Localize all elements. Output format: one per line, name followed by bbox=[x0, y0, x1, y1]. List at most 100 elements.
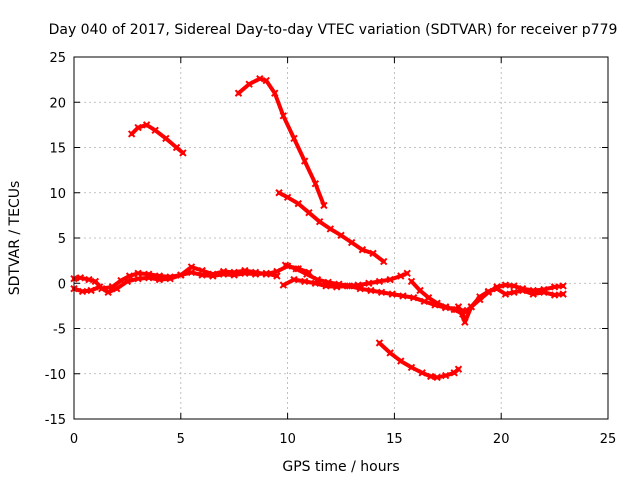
data-point bbox=[369, 249, 377, 258]
data-point bbox=[179, 149, 187, 157]
data-point bbox=[283, 193, 292, 201]
data-point bbox=[433, 299, 441, 307]
x-tick-label: 0 bbox=[70, 432, 78, 447]
data-point bbox=[476, 293, 484, 301]
data-point bbox=[85, 275, 93, 284]
data-point bbox=[324, 278, 332, 287]
data-point bbox=[125, 272, 134, 280]
data-point bbox=[484, 287, 493, 296]
data-point bbox=[510, 288, 518, 297]
data-point bbox=[134, 123, 142, 132]
data-point bbox=[397, 272, 405, 280]
series-arc-9 bbox=[409, 279, 566, 316]
data-point bbox=[251, 270, 260, 278]
data-point bbox=[300, 277, 309, 286]
series-arc-10 bbox=[456, 286, 566, 325]
data-point bbox=[290, 275, 298, 284]
data-point bbox=[305, 208, 313, 217]
data-point bbox=[234, 89, 243, 97]
data-point bbox=[273, 272, 281, 280]
data-point bbox=[501, 290, 510, 298]
data-point bbox=[375, 339, 384, 347]
data-point bbox=[358, 246, 367, 254]
data-point bbox=[303, 270, 311, 278]
data-point bbox=[335, 280, 343, 288]
y-tick-label: -15 bbox=[45, 413, 66, 428]
y-axis-label: SDTVAR / TECUs bbox=[7, 181, 23, 296]
data-point bbox=[559, 290, 567, 298]
data-point bbox=[78, 287, 87, 296]
data-point bbox=[493, 284, 501, 293]
data-point bbox=[367, 286, 375, 295]
data-point bbox=[294, 199, 302, 208]
data-point bbox=[142, 121, 151, 129]
data-point bbox=[145, 274, 153, 282]
data-point bbox=[550, 283, 559, 291]
data-point bbox=[433, 373, 441, 382]
y-tick-label: -10 bbox=[45, 368, 66, 383]
data-point bbox=[87, 286, 95, 295]
y-tick-label: 10 bbox=[49, 187, 66, 202]
data-point bbox=[454, 303, 463, 311]
data-point bbox=[300, 157, 309, 165]
data-point bbox=[467, 303, 476, 311]
data-point bbox=[510, 282, 518, 290]
data-point bbox=[550, 291, 559, 299]
data-point bbox=[559, 282, 567, 290]
data-point bbox=[313, 275, 322, 284]
data-point bbox=[311, 179, 320, 188]
series-arc-4 bbox=[377, 341, 461, 380]
x-tick-label: 5 bbox=[177, 432, 185, 447]
data-point bbox=[95, 283, 104, 291]
data-point bbox=[386, 349, 394, 357]
y-tick-label: 15 bbox=[49, 142, 66, 157]
data-point bbox=[388, 290, 396, 298]
data-point bbox=[424, 294, 433, 302]
data-point bbox=[209, 272, 217, 280]
data-series bbox=[70, 75, 567, 382]
y-tick-label: 0 bbox=[58, 277, 66, 292]
data-point bbox=[461, 318, 469, 326]
data-point bbox=[347, 238, 356, 247]
data-point bbox=[155, 275, 164, 284]
data-point bbox=[262, 76, 270, 85]
data-point bbox=[399, 292, 407, 300]
data-point bbox=[262, 269, 270, 278]
data-point bbox=[501, 281, 510, 289]
data-point bbox=[241, 269, 249, 278]
data-point bbox=[76, 274, 85, 282]
data-point bbox=[326, 225, 335, 233]
data-point bbox=[151, 126, 159, 135]
x-tick-label: 10 bbox=[279, 432, 296, 447]
data-point bbox=[290, 134, 298, 143]
data-point bbox=[377, 288, 386, 297]
data-point bbox=[365, 279, 373, 287]
y-tick-label: 5 bbox=[58, 232, 66, 247]
x-axis-label: GPS time / hours bbox=[282, 459, 399, 475]
data-point bbox=[418, 369, 426, 377]
data-point bbox=[441, 371, 450, 380]
data-point bbox=[279, 112, 288, 120]
data-point bbox=[104, 288, 112, 297]
data-point bbox=[256, 75, 264, 83]
data-point bbox=[441, 303, 450, 311]
data-point bbox=[386, 275, 394, 284]
data-point bbox=[271, 89, 279, 97]
data-point bbox=[416, 286, 424, 295]
data-point bbox=[529, 290, 537, 298]
data-point bbox=[123, 277, 132, 286]
data-point bbox=[177, 271, 185, 279]
y-tick-label: 20 bbox=[49, 96, 66, 111]
data-point bbox=[540, 288, 548, 297]
data-point bbox=[219, 270, 228, 278]
data-point bbox=[245, 80, 253, 88]
series-arc-2 bbox=[236, 76, 326, 208]
data-point bbox=[134, 275, 142, 283]
data-point bbox=[172, 143, 181, 152]
data-point bbox=[450, 305, 458, 314]
data-point bbox=[127, 130, 136, 138]
data-point bbox=[380, 257, 388, 266]
data-point bbox=[275, 189, 283, 197]
data-point bbox=[454, 365, 463, 373]
